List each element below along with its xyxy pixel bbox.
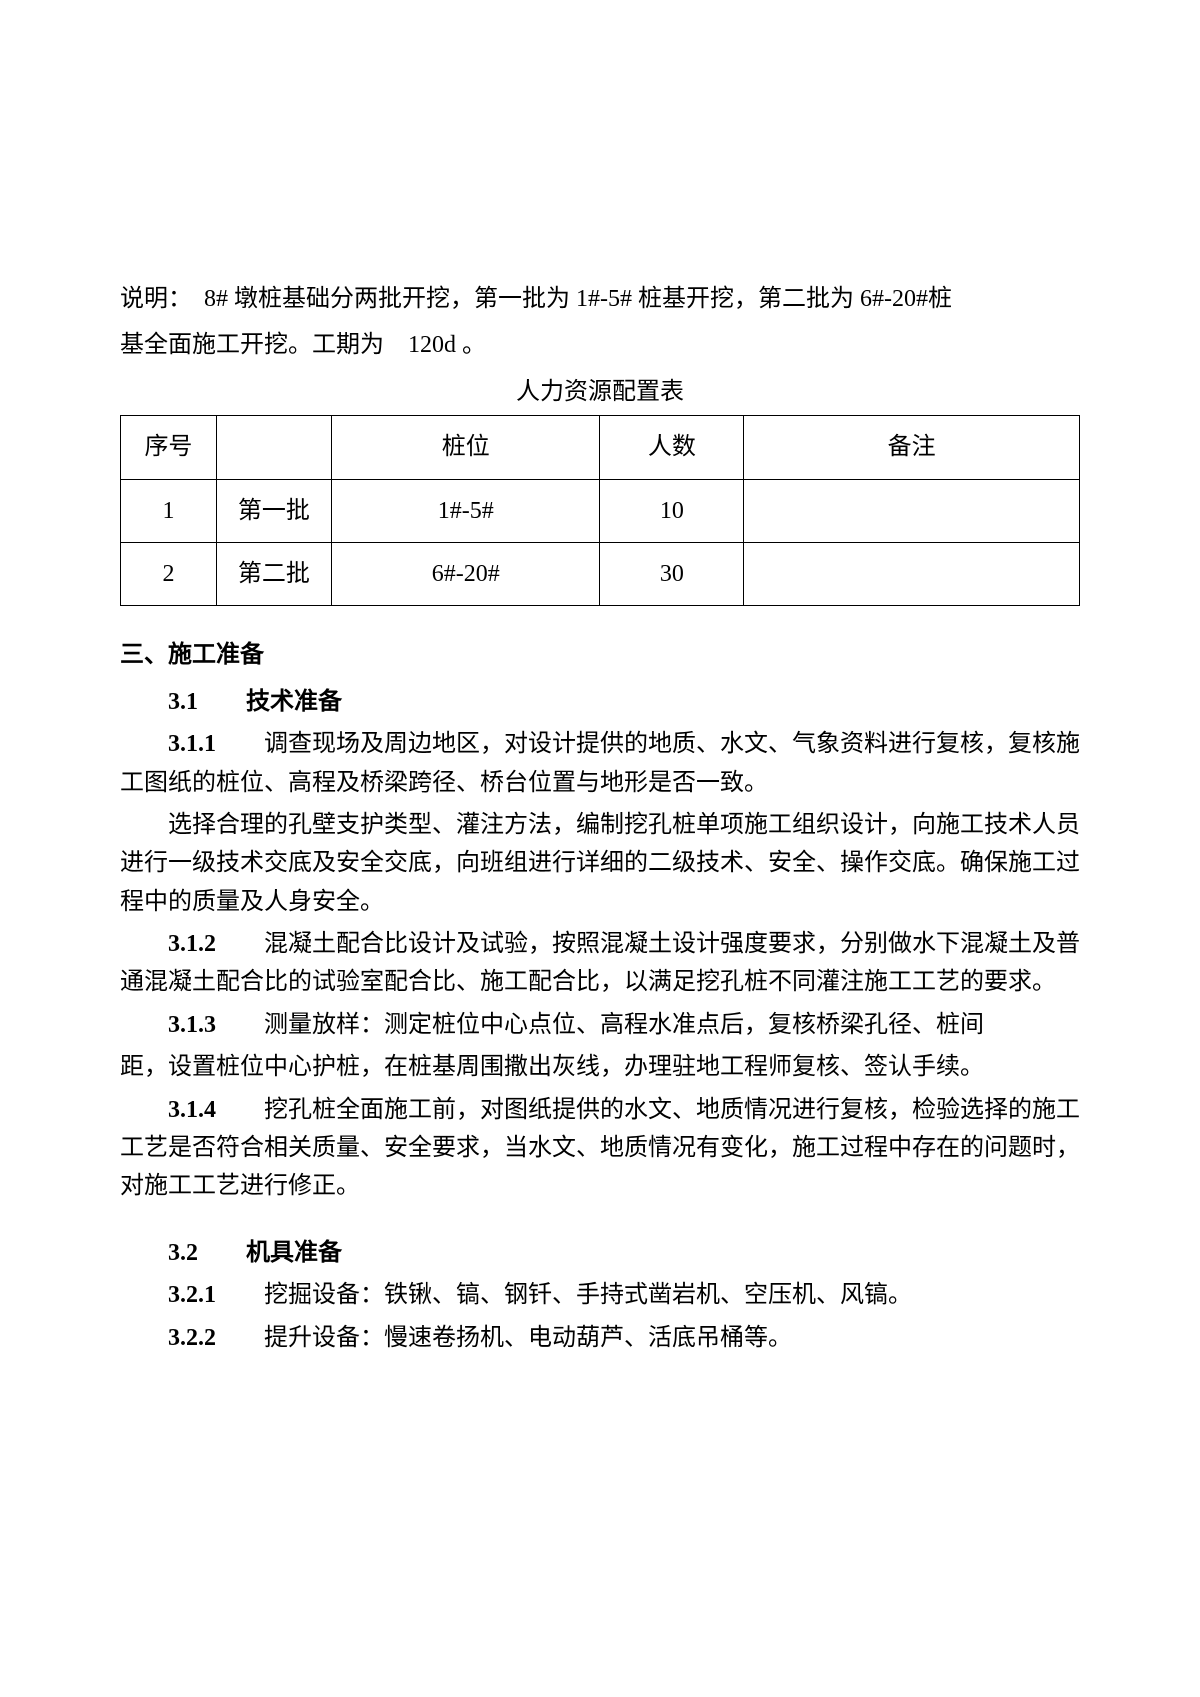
- item-num: 3.1.3: [168, 1012, 216, 1038]
- section-3-2-heading: 3.2 机具准备: [120, 1234, 1080, 1272]
- td-remark: [744, 542, 1080, 605]
- td-count: 30: [600, 542, 744, 605]
- td-remark: [744, 479, 1080, 542]
- item-3-1-2: 3.1.2 混凝土配合比设计及试验，按照混凝土设计强度要求，分别做水下混凝土及普…: [120, 925, 1080, 1002]
- item-3-1-3: 3.1.3 测量放样：测定桩位中心点位、高程水准点后，复核桥梁孔径、桩间: [120, 1006, 1080, 1044]
- item-num: 3.2.2: [168, 1325, 216, 1351]
- item-num: 3.1.2: [168, 931, 216, 957]
- item-num: 3.1.1: [168, 731, 216, 757]
- heading-num: 3.2: [168, 1240, 198, 1266]
- item-3-1-4: 3.1.4 挖孔桩全面施工前，对图纸提供的水文、地质情况进行复核，检验选择的施工…: [120, 1091, 1080, 1206]
- resource-table: 序号 桩位 人数 备注 1 第一批 1#-5# 10 2 第二批 6#-20# …: [120, 415, 1080, 606]
- td-batch: 第一批: [216, 479, 331, 542]
- intro-line-1: 说明： 8# 墩桩基础分两批开挖，第一批为 1#-5# 桩基开挖，第二批为 6#…: [120, 280, 1080, 318]
- item-3-1-3-cont: 距，设置桩位中心护桩，在桩基周围撒出灰线，办理驻地工程师复核、签认手续。: [120, 1048, 1080, 1086]
- item-num: 3.1.4: [168, 1097, 216, 1123]
- item-text: 挖掘设备：铁锹、镐、钢钎、手持式凿岩机、空压机、风镐。: [216, 1282, 912, 1308]
- th-count: 人数: [600, 416, 744, 479]
- td-pile: 1#-5#: [331, 479, 600, 542]
- th-seq: 序号: [121, 416, 217, 479]
- item-text: 挖孔桩全面施工前，对图纸提供的水文、地质情况进行复核，检验选择的施工工艺是否符合…: [120, 1097, 1080, 1200]
- item-text: 提升设备：慢速卷扬机、电动葫芦、活底吊桶等。: [216, 1325, 792, 1351]
- td-seq: 1: [121, 479, 217, 542]
- section-3-1-heading: 3.1 技术准备: [120, 683, 1080, 721]
- item-text: 调查现场及周边地区，对设计提供的地质、水文、气象资料进行复核，复核施工图纸的桩位…: [120, 731, 1080, 795]
- td-seq: 2: [121, 542, 217, 605]
- item-num: 3.2.1: [168, 1282, 216, 1308]
- item-text: 混凝土配合比设计及试验，按照混凝土设计强度要求，分别做水下混凝土及普通混凝土配合…: [120, 931, 1080, 995]
- th-batch: [216, 416, 331, 479]
- item-3-2-1: 3.2.1 挖掘设备：铁锹、镐、钢钎、手持式凿岩机、空压机、风镐。: [120, 1276, 1080, 1314]
- intro-line-2: 基全面施工开挖。工期为 120d 。: [120, 326, 1080, 364]
- item-text: 测量放样：测定桩位中心点位、高程水准点后，复核桥梁孔径、桩间: [216, 1012, 984, 1038]
- heading-num: 3.1: [168, 689, 198, 715]
- table-title: 人力资源配置表: [120, 373, 1080, 411]
- item-3-1-1-para2: 选择合理的孔壁支护类型、灌注方法，编制挖孔桩单项施工组织设计，向施工技术人员进行…: [120, 806, 1080, 921]
- item-3-2-2: 3.2.2 提升设备：慢速卷扬机、电动葫芦、活底吊桶等。: [120, 1319, 1080, 1357]
- td-batch: 第二批: [216, 542, 331, 605]
- table-row: 1 第一批 1#-5# 10: [121, 479, 1080, 542]
- table-row: 2 第二批 6#-20# 30: [121, 542, 1080, 605]
- item-3-1-1: 3.1.1 调查现场及周边地区，对设计提供的地质、水文、气象资料进行复核，复核施…: [120, 725, 1080, 802]
- heading-text: 机具准备: [246, 1240, 342, 1266]
- th-remark: 备注: [744, 416, 1080, 479]
- th-pile: 桩位: [331, 416, 600, 479]
- section-3-heading: 三、施工准备: [120, 636, 1080, 674]
- td-count: 10: [600, 479, 744, 542]
- td-pile: 6#-20#: [331, 542, 600, 605]
- heading-text: 技术准备: [246, 689, 342, 715]
- table-header-row: 序号 桩位 人数 备注: [121, 416, 1080, 479]
